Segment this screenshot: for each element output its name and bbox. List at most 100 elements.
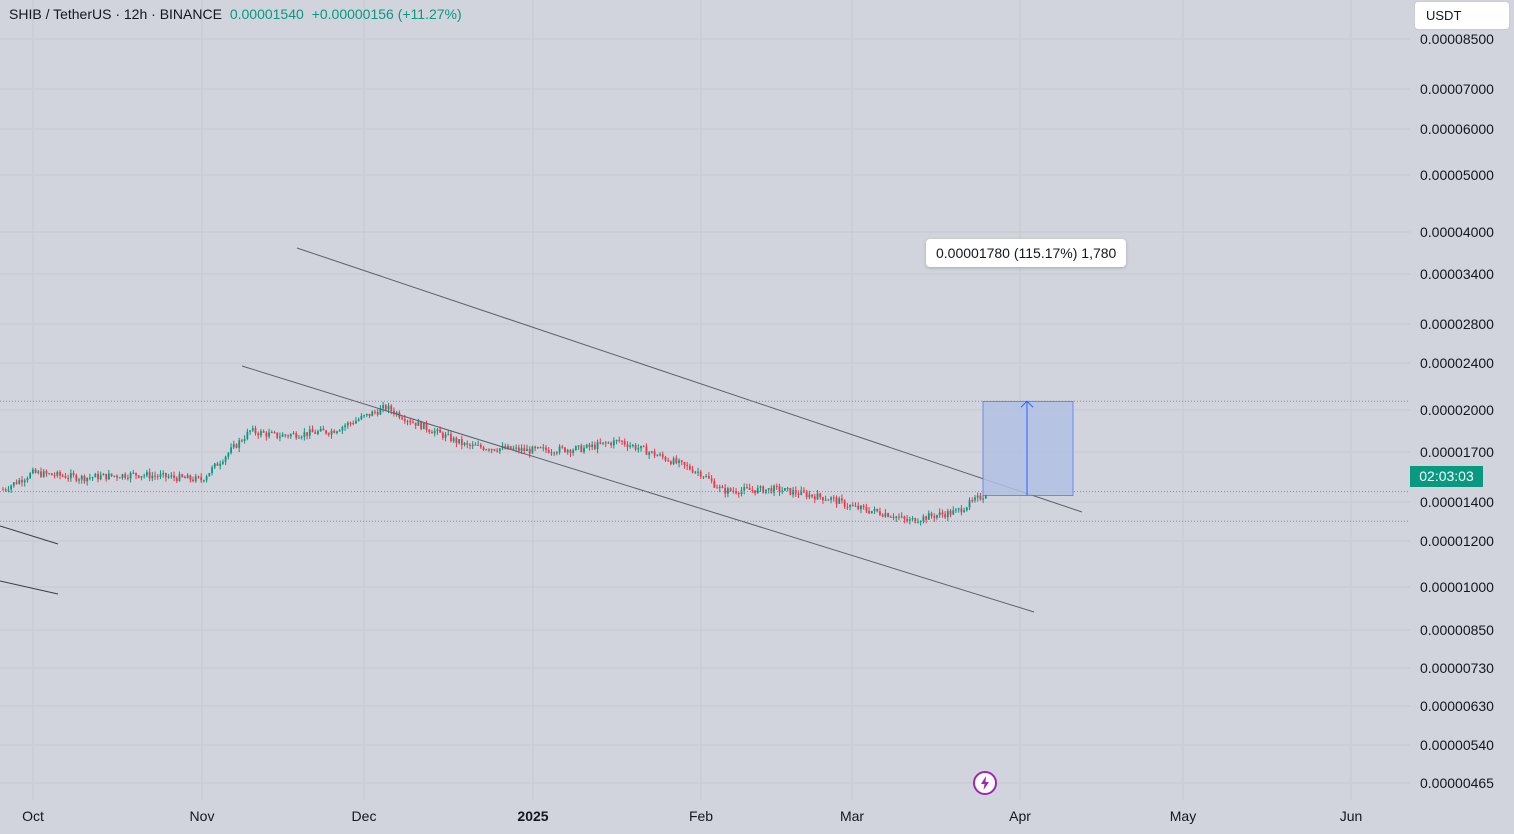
candle-body (425, 423, 428, 430)
candle-body (412, 422, 414, 424)
candle-body (642, 445, 645, 447)
candle-body (97, 473, 99, 480)
candle-body (862, 505, 865, 508)
candle-body (178, 474, 181, 482)
candle-body (203, 480, 205, 482)
candle-body (683, 462, 686, 465)
candle-body (262, 431, 265, 433)
candle-body (561, 446, 564, 448)
candle-body (15, 482, 18, 484)
trend-line-left-1 (0, 525, 59, 545)
candle-body (498, 448, 501, 452)
candle-body (702, 476, 705, 478)
candle-body (688, 465, 691, 470)
candle-body (189, 475, 192, 480)
candle-body (346, 422, 349, 426)
candle-body (781, 490, 784, 492)
candle-body (775, 485, 778, 487)
candle-body (542, 447, 545, 449)
candle-body (170, 475, 173, 477)
candle-body (789, 487, 792, 495)
candle-body (303, 432, 306, 437)
candle-body (716, 487, 718, 489)
candle-body (325, 430, 327, 434)
candle-body (767, 488, 770, 490)
candle-body (876, 508, 879, 512)
candle-body (466, 442, 469, 445)
lightning-icon[interactable] (973, 771, 997, 795)
candle-body (545, 447, 547, 451)
candle-body (80, 475, 83, 480)
candle-body (72, 473, 75, 476)
price-tick-label: 0.00000850 (1420, 622, 1494, 638)
candle-body (110, 473, 113, 476)
candle-body (382, 405, 384, 409)
candle-body (610, 442, 613, 446)
candle-body (409, 420, 412, 423)
candle-body (268, 432, 270, 437)
candle-body (599, 442, 602, 444)
candle-body (118, 477, 121, 479)
candle-body (580, 445, 583, 453)
candle-body (352, 423, 355, 425)
candle-body (555, 452, 558, 454)
candle-body (984, 495, 987, 499)
candle-body (368, 413, 371, 417)
candle-body (338, 430, 341, 432)
candle-body (75, 475, 78, 481)
candle-body (933, 516, 936, 518)
candle-body (718, 486, 721, 489)
candle-body (349, 422, 352, 424)
candle-body (94, 473, 97, 478)
candle-body (18, 480, 21, 484)
candle-body (496, 450, 499, 452)
candle-body (963, 510, 966, 513)
candle-body (528, 448, 531, 454)
candle-body (661, 454, 664, 457)
candle-body (960, 508, 963, 513)
candle-body (107, 473, 110, 480)
candle-body (306, 432, 308, 436)
candle-body (257, 433, 260, 436)
candle-body (941, 512, 944, 515)
candle-body (623, 441, 626, 445)
candle-body (669, 461, 672, 465)
candle-body (732, 490, 735, 492)
candle-body (213, 463, 216, 468)
candle-body (868, 510, 870, 514)
candle-body (105, 473, 108, 480)
candle-body (838, 498, 841, 504)
channel-upper-line (296, 247, 1083, 513)
candle-body (156, 476, 159, 478)
candle-body (10, 485, 13, 490)
candle-body (974, 497, 976, 501)
symbol-title[interactable]: SHIB / TetherUS · 12h · BINANCE (9, 6, 222, 22)
candle-body (447, 434, 450, 436)
candle-body (946, 510, 949, 518)
candle-body (355, 420, 357, 424)
candle-body (135, 472, 137, 476)
candle-body (534, 446, 537, 449)
candle-body (417, 421, 420, 426)
candle-body (431, 431, 433, 434)
candle-body (591, 444, 594, 448)
currency-selector[interactable]: USDT (1414, 1, 1510, 30)
candle-body (979, 495, 982, 500)
candle-body (512, 448, 515, 450)
candle-body (488, 449, 490, 451)
candle-body (925, 516, 927, 520)
candle-body (439, 429, 442, 433)
candle-body (265, 432, 268, 437)
candle-body (944, 514, 947, 518)
candle-body (930, 513, 933, 517)
candle-body (729, 488, 732, 491)
candle-body (471, 444, 474, 446)
candle-body (898, 516, 900, 518)
candle-body (908, 519, 911, 522)
price-tick-label: 0.00000630 (1420, 698, 1494, 714)
candle-body (800, 490, 803, 495)
candle-body (659, 454, 661, 456)
candle-body (393, 410, 395, 415)
